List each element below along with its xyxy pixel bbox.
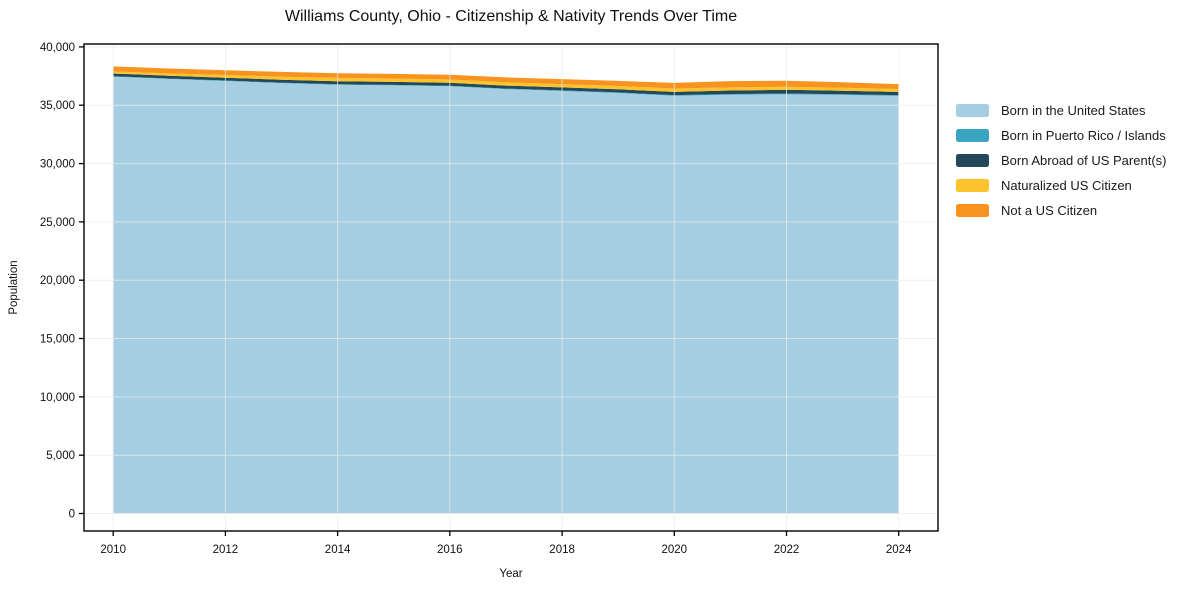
legend-label: Naturalized US Citizen (1001, 178, 1132, 193)
legend-item: Not a US Citizen (956, 203, 1166, 218)
y-axis-label: Population (8, 260, 20, 314)
x-tick-label: 2020 (662, 544, 688, 556)
legend-swatch (956, 204, 989, 217)
legend-label: Born in the United States (1001, 103, 1146, 118)
y-tick-label: 30,000 (40, 159, 75, 171)
y-tick-label: 40,000 (40, 42, 75, 54)
legend-item: Naturalized US Citizen (956, 178, 1166, 193)
legend-swatch (956, 154, 989, 167)
y-tick-label: 5,000 (46, 450, 75, 462)
legend: Born in the United States Born in Puerto … (956, 103, 1166, 218)
chart-title: Williams County, Ohio - Citizenship & Na… (284, 8, 738, 25)
y-tick-label: 35,000 (40, 100, 75, 112)
legend-label: Not a US Citizen (1001, 203, 1098, 218)
y-tick-label: 25,000 (40, 217, 75, 229)
y-tick-label: 10,000 (40, 392, 75, 404)
x-tick-label: 2024 (886, 544, 912, 556)
legend-swatch (956, 179, 989, 192)
area-series-1 (113, 76, 899, 96)
x-tick-label: 2016 (437, 544, 463, 556)
legend-label: Born Abroad of US Parent(s) (1001, 153, 1167, 168)
area-series-0 (113, 76, 899, 514)
legend-swatch (956, 104, 989, 117)
area-series-4 (113, 66, 899, 89)
legend-swatch (956, 129, 989, 142)
y-tick-label: 20,000 (40, 275, 75, 287)
x-tick-label: 2012 (213, 544, 239, 556)
x-tick-label: 2010 (100, 544, 126, 556)
y-tick-label: 15,000 (40, 334, 75, 346)
y-tick-label: 0 (69, 509, 75, 521)
x-axis-label: Year (499, 568, 522, 580)
legend-item: Born Abroad of US Parent(s) (956, 153, 1166, 168)
plot-border (83, 43, 939, 532)
legend-label: Born in Puerto Rico / Islands (1001, 128, 1166, 143)
x-tick-label: 2018 (549, 544, 575, 556)
x-tick-label: 2014 (325, 544, 351, 556)
legend-item: Born in Puerto Rico / Islands (956, 128, 1166, 143)
area-series-3 (113, 71, 899, 92)
x-tick-label: 2022 (774, 544, 800, 556)
area-series-2 (113, 73, 899, 96)
legend-item: Born in the United States (956, 103, 1166, 118)
